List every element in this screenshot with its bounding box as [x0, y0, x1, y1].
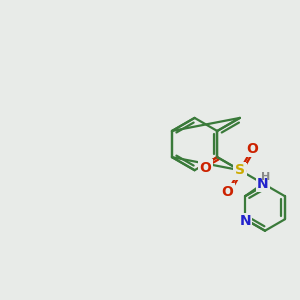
Text: S: S	[235, 163, 245, 177]
Text: O: O	[234, 165, 246, 179]
Text: H: H	[261, 172, 270, 182]
Text: O: O	[246, 142, 258, 156]
Text: O: O	[199, 161, 211, 175]
Text: O: O	[221, 185, 233, 199]
Text: N: N	[257, 177, 269, 190]
Text: N: N	[239, 214, 251, 228]
